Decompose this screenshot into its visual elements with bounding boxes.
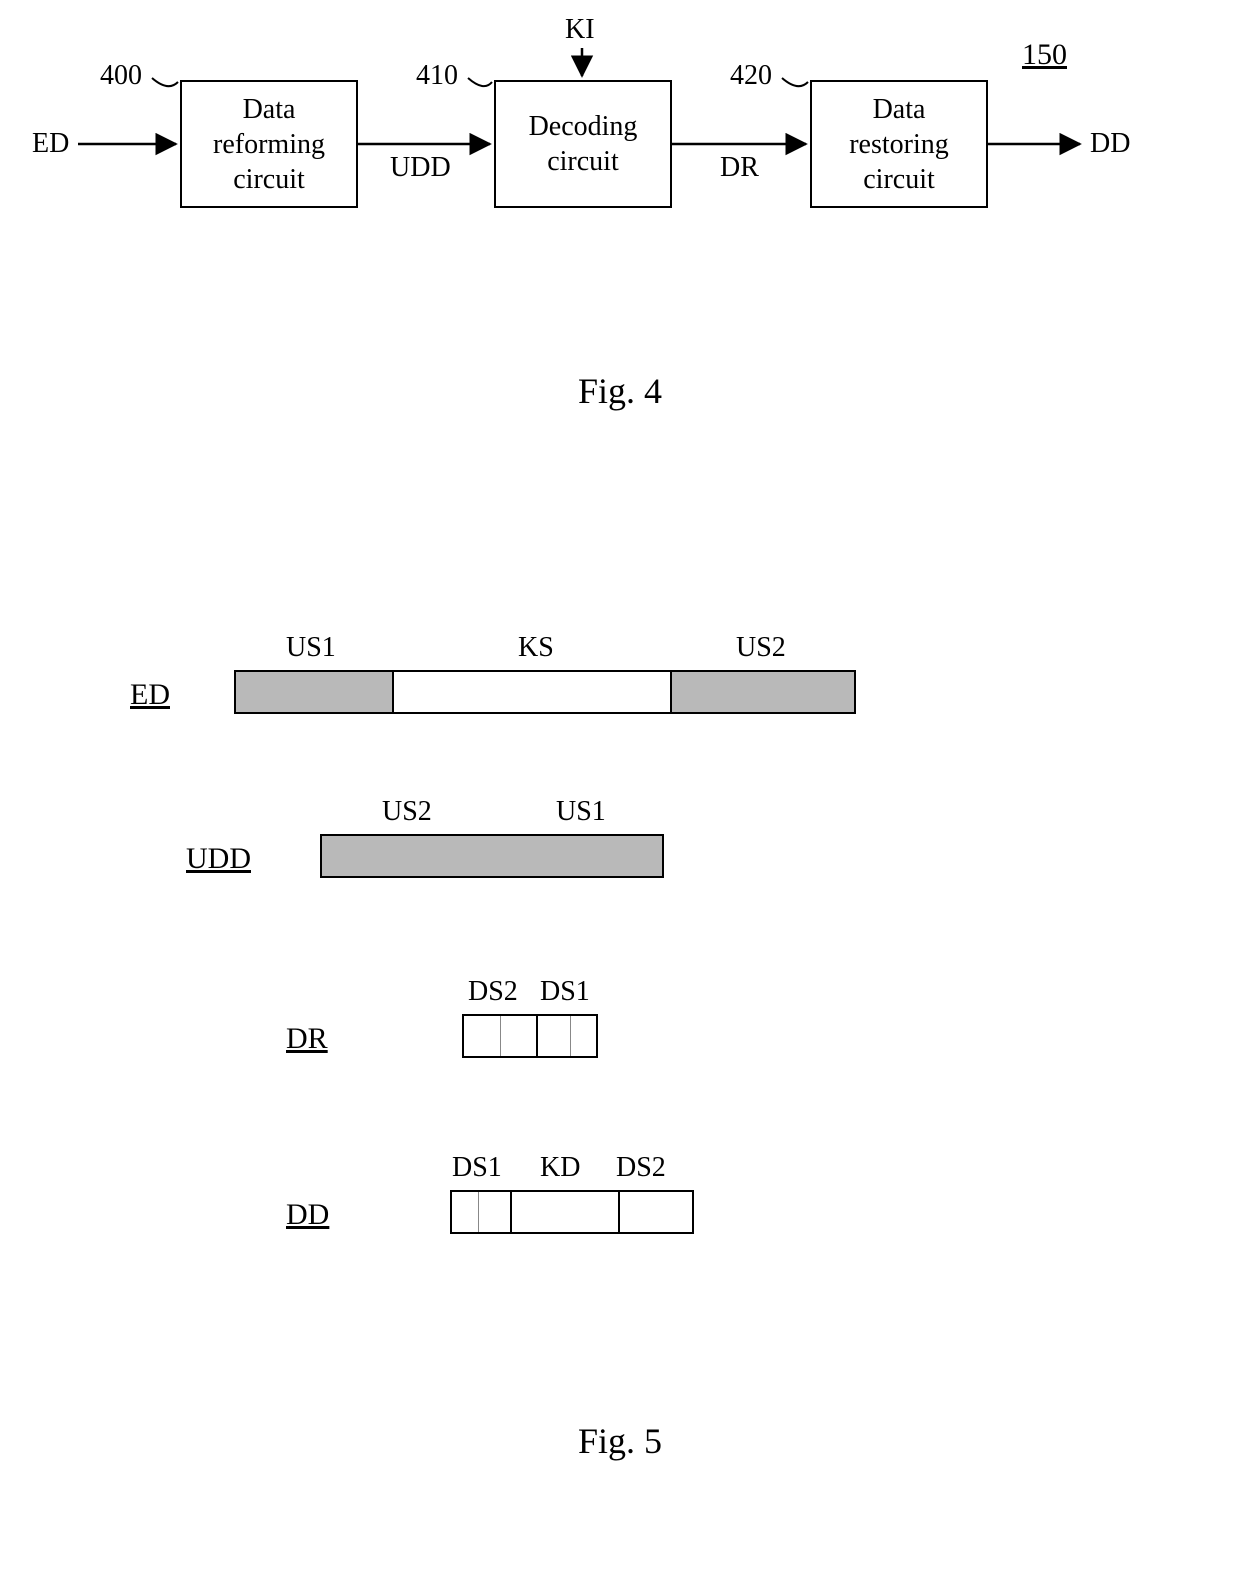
fig5-caption: Fig. 5 [0,1420,1240,1462]
dd-seg-kd [510,1190,620,1234]
fig4-caption: Fig. 4 [0,370,1240,412]
leader-400 [152,78,178,86]
udd-seg-us1 [504,834,664,878]
leader-410 [468,78,492,86]
ed-seg-ks [392,670,672,714]
canvas: 150 Data reforming circuit 400 Decoding … [0,0,1240,1576]
dd-seg-ds1 [450,1190,512,1234]
dd-lbl-kd: KD [540,1152,580,1184]
dr-seg-ds2 [462,1014,538,1058]
row-name-dd: DD [286,1198,329,1232]
udd-lbl-us2: US2 [382,796,432,828]
row-name-dr: DR [286,1022,328,1056]
dr-lbl-ds2: DS2 [468,976,518,1008]
ed-lbl-us2: US2 [736,632,786,664]
udd-seg-us2 [320,834,506,878]
fig4-arrows [0,0,1240,1576]
ed-lbl-us1: US1 [286,632,336,664]
row-name-ed: ED [130,678,170,712]
dr-lbl-ds1: DS1 [540,976,590,1008]
ed-seg-us1 [234,670,394,714]
row-name-udd: UDD [186,842,251,876]
dd-lbl-ds2: DS2 [616,1152,666,1184]
dd-seg-ds2 [618,1190,694,1234]
udd-lbl-us1: US1 [556,796,606,828]
leader-420 [782,78,808,86]
dr-seg-ds1 [536,1014,598,1058]
ed-seg-us2 [670,670,856,714]
ed-lbl-ks: KS [518,632,554,664]
dd-lbl-ds1: DS1 [452,1152,502,1184]
